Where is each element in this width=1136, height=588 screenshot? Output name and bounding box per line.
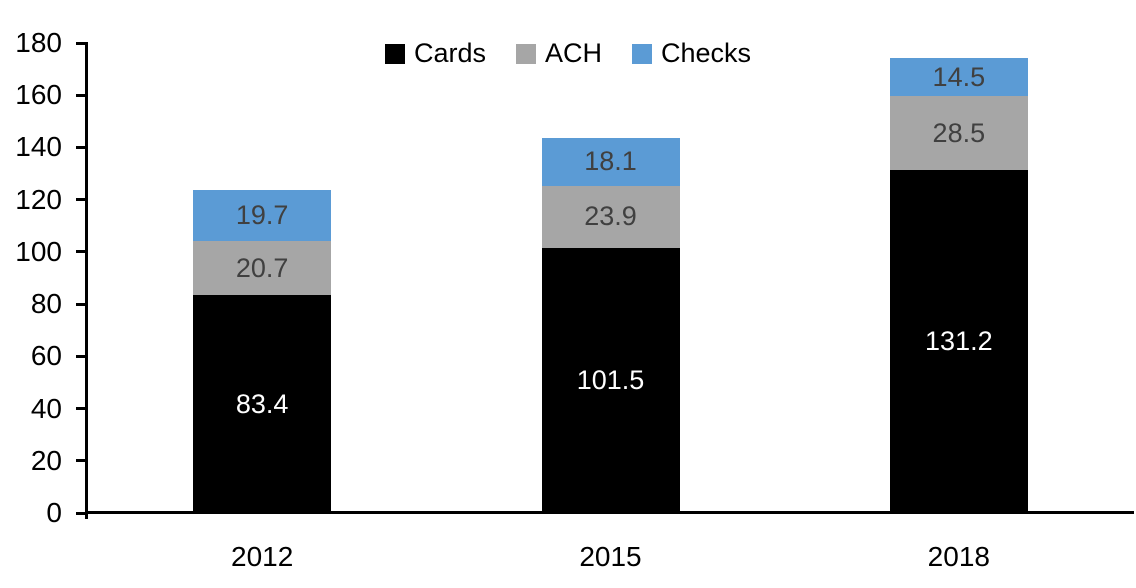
bar-segment-ach-2012 — [193, 241, 332, 296]
legend-label: Checks — [661, 38, 752, 68]
y-axis-tick — [76, 407, 86, 411]
y-axis-tick — [76, 250, 86, 254]
legend-item-cards: Cards — [384, 38, 486, 68]
bar-segment-checks-2018 — [889, 58, 1028, 97]
bar-segment-ach-2018 — [889, 96, 1028, 171]
legend-label: ACH — [544, 38, 602, 68]
x-axis-label-2012: 2012 — [231, 541, 294, 572]
legend-item-checks: Checks — [632, 40, 751, 67]
y-axis-tick-label: 80 — [30, 288, 62, 320]
y-axis-tick — [76, 145, 86, 149]
bar-2012: 83.4 20.7 19.7 — [193, 189, 332, 513]
chart-legend: Cards ACH Checks — [0, 40, 1136, 67]
legend-label: Cards — [413, 38, 486, 68]
y-axis-tick — [76, 198, 86, 202]
y-axis-tick — [76, 93, 86, 97]
bar-segment-checks-2012 — [193, 189, 332, 242]
bar-segment-ach-2015 — [541, 185, 680, 248]
bar-segment-checks-2015 — [541, 138, 680, 186]
y-axis-tick-label: 60 — [30, 340, 62, 372]
y-axis-tick-label: 40 — [30, 392, 62, 424]
bar-segment-cards-2012 — [193, 295, 332, 513]
legend-swatch-cards — [384, 43, 405, 64]
bar-2015: 101.5 23.9 18.1 — [541, 138, 680, 513]
bar-segment-cards-2015 — [541, 247, 680, 513]
y-axis-tick — [76, 302, 86, 306]
y-axis-tick-label: 140 — [15, 131, 62, 163]
legend-swatch-checks — [632, 43, 652, 64]
y-axis-tick-label: 20 — [30, 444, 62, 476]
x-axis-label-2018: 2018 — [927, 541, 990, 572]
y-axis-tick-label: 100 — [15, 235, 62, 267]
y-axis-tick — [76, 41, 86, 45]
y-axis-tick — [76, 511, 86, 515]
y-axis-tick-label: 160 — [15, 79, 62, 111]
y-axis-line — [85, 42, 88, 519]
y-axis-tick-label: 180 — [15, 27, 62, 58]
y-axis-tick-label: 120 — [15, 183, 62, 215]
bar-2018: 131.2 28.5 14.5 — [889, 58, 1028, 513]
bar-segment-cards-2018 — [889, 170, 1028, 513]
legend-swatch-ach — [515, 43, 536, 64]
y-axis-tick — [76, 354, 86, 358]
y-axis-tick — [76, 459, 86, 463]
y-axis-tick-label: 0 — [46, 497, 62, 528]
x-axis-label-2015: 2015 — [579, 541, 642, 572]
legend-item-ach: ACH — [515, 38, 602, 68]
